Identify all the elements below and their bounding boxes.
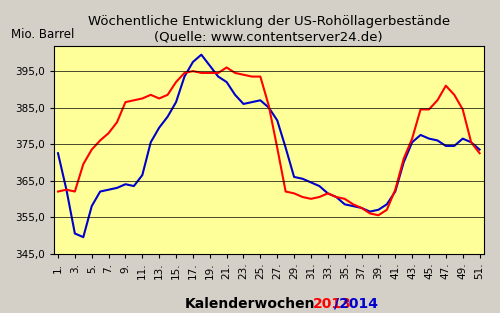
- Text: Kalenderwochen: Kalenderwochen: [185, 297, 316, 310]
- Text: Mio. Barrel: Mio. Barrel: [11, 28, 74, 41]
- Title: Wöchentliche Entwicklung der US-Rohöllagerbestände
(Quelle: www.contentserver24.: Wöchentliche Entwicklung der US-Rohöllag…: [88, 15, 450, 43]
- Text: /2014: /2014: [334, 297, 378, 310]
- Text: 2013: 2013: [312, 297, 351, 310]
